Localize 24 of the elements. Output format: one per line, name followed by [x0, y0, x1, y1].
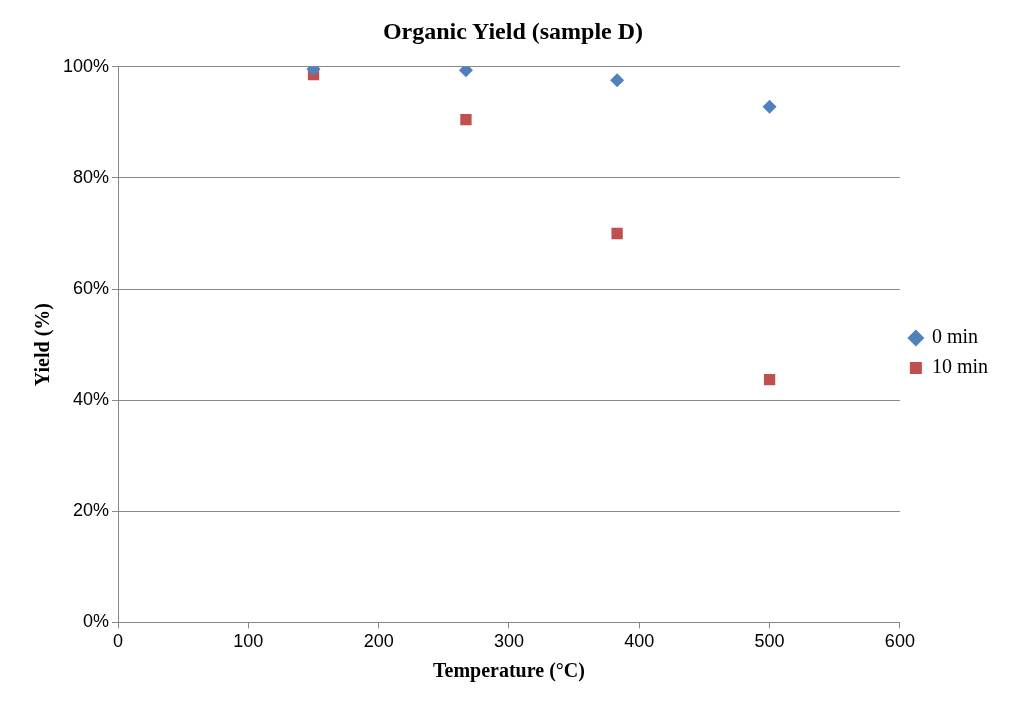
x-tick-label: 0: [113, 631, 124, 652]
y-tick-label: 20%: [73, 500, 110, 521]
x-tick-label: 200: [363, 631, 394, 652]
y-tick-label: 80%: [73, 166, 110, 187]
x-tick-label: 400: [624, 631, 655, 652]
point: [458, 66, 473, 78]
x-axis-title: Temperature (°C): [433, 659, 585, 683]
y-tick-label: 0%: [83, 611, 110, 632]
point: [762, 99, 777, 114]
y-tick-label: 40%: [73, 389, 110, 410]
x-tick-label: 500: [754, 631, 785, 652]
x-tick-label: 600: [884, 631, 915, 652]
point: [610, 73, 625, 88]
legend-label: 10 min: [931, 355, 989, 378]
y-tick-label: 100%: [62, 55, 110, 76]
point: [460, 113, 472, 126]
y-tick-label: 60%: [73, 278, 110, 299]
y-axis-title: Yield (%): [31, 303, 55, 387]
x-tick-label: 300: [493, 631, 524, 652]
legend-label: 0 min: [931, 325, 979, 348]
point: [763, 373, 776, 386]
point: [611, 227, 623, 240]
x-tick-label: 100: [233, 631, 264, 652]
chart-title: Organic Yield (sample D): [382, 17, 644, 44]
